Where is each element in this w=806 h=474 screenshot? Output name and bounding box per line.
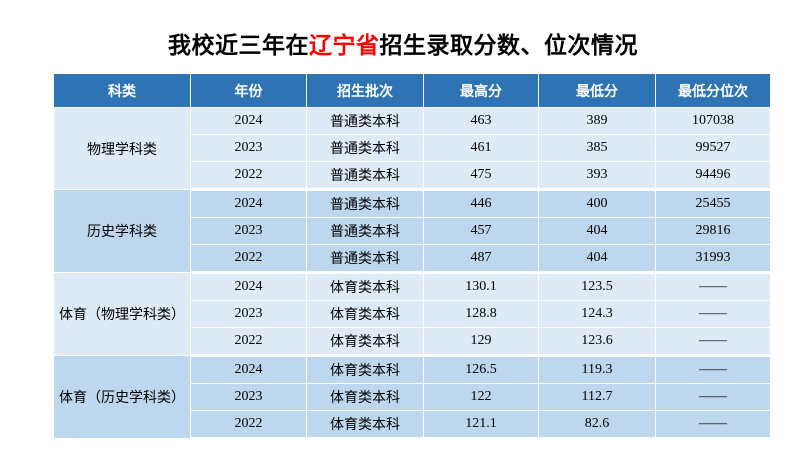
year-cell: 2022 <box>190 327 307 357</box>
batch-cell: 体育类本科 <box>306 327 424 357</box>
max-score-cell: 463 <box>423 107 539 135</box>
max-score-cell: 487 <box>423 244 539 274</box>
table-row: 2022 普通类本科 475 393 94496 <box>54 161 771 191</box>
min-rank-cell: 29816 <box>655 217 771 245</box>
batch-cell: 普通类本科 <box>306 107 424 135</box>
max-score-cell: 126.5 <box>423 355 539 384</box>
batch-cell: 体育类本科 <box>306 300 424 328</box>
table-row: 2022 普通类本科 487 404 31993 <box>54 244 771 274</box>
category-cell-pe-history: 体育（历史学科类） <box>53 355 191 439</box>
table-row: 2023 普通类本科 461 385 99527 <box>54 134 771 162</box>
max-score-cell: 475 <box>423 161 539 191</box>
table-row: 2023 体育类本科 122 112.7 —— <box>54 383 771 411</box>
category-cell-physics: 物理学科类 <box>53 107 191 190</box>
col-header-min-rank: 最低分位次 <box>655 73 771 108</box>
admission-score-table: 科类 年份 招生批次 最高分 最低分 最低分位次 物理学科类 2024 普通类本… <box>53 73 771 440</box>
year-cell: 2022 <box>190 161 307 191</box>
year-cell: 2023 <box>190 300 307 328</box>
min-rank-cell: —— <box>655 355 771 384</box>
batch-cell: 体育类本科 <box>306 410 424 440</box>
min-score-cell: 385 <box>538 134 656 162</box>
min-score-cell: 123.5 <box>538 272 656 301</box>
max-score-cell: 121.1 <box>423 410 539 440</box>
max-score-cell: 446 <box>423 189 539 218</box>
max-score-cell: 129 <box>423 327 539 357</box>
table-row: 体育（历史学科类） 2024 体育类本科 126.5 119.3 —— <box>53 355 771 439</box>
min-score-cell: 119.3 <box>538 355 656 384</box>
min-rank-cell: 94496 <box>655 161 771 191</box>
table-row: 2022 体育类本科 129 123.6 —— <box>54 327 771 357</box>
min-rank-cell: 107038 <box>655 107 771 135</box>
max-score-cell: 130.1 <box>423 272 539 301</box>
year-cell: 2024 <box>190 107 307 135</box>
year-cell: 2022 <box>190 410 307 440</box>
min-score-cell: 389 <box>538 107 656 135</box>
min-score-cell: 82.6 <box>538 410 656 440</box>
min-rank-cell: —— <box>655 410 771 440</box>
min-score-cell: 112.7 <box>538 383 656 411</box>
col-header-batch: 招生批次 <box>306 73 424 108</box>
batch-cell: 普通类本科 <box>306 189 424 218</box>
max-score-cell: 128.8 <box>423 300 539 328</box>
batch-cell: 普通类本科 <box>306 244 424 274</box>
min-score-cell: 123.6 <box>538 327 656 357</box>
max-score-cell: 457 <box>423 217 539 245</box>
table-row: 体育（物理学科类） 2024 体育类本科 130.1 123.5 —— <box>53 272 771 356</box>
min-rank-cell: 25455 <box>655 189 771 218</box>
year-cell: 2023 <box>190 383 307 411</box>
min-rank-cell: —— <box>655 272 771 301</box>
batch-cell: 普通类本科 <box>306 134 424 162</box>
page-title: 我校近三年在辽宁省招生录取分数、位次情况 <box>0 30 806 60</box>
year-cell: 2023 <box>190 217 307 245</box>
col-header-year: 年份 <box>190 73 307 108</box>
min-score-cell: 404 <box>538 217 656 245</box>
year-cell: 2024 <box>190 272 307 301</box>
min-score-cell: 393 <box>538 161 656 191</box>
batch-cell: 普通类本科 <box>306 161 424 191</box>
max-score-cell: 122 <box>423 383 539 411</box>
title-prefix: 我校近三年在 <box>168 32 309 58</box>
table-row: 2023 普通类本科 457 404 29816 <box>54 217 771 245</box>
min-rank-cell: —— <box>655 327 771 357</box>
category-cell-history: 历史学科类 <box>53 189 191 273</box>
year-cell: 2022 <box>190 244 307 274</box>
max-score-cell: 461 <box>423 134 539 162</box>
min-rank-cell: 99527 <box>655 134 771 162</box>
col-header-category: 科类 <box>53 73 191 108</box>
title-province-highlight: 辽宁省 <box>309 32 380 58</box>
category-cell-pe-physics: 体育（物理学科类） <box>53 272 191 356</box>
title-suffix: 招生录取分数、位次情况 <box>379 32 638 58</box>
min-rank-cell: —— <box>655 383 771 411</box>
year-cell: 2024 <box>190 355 307 384</box>
min-score-cell: 404 <box>538 244 656 274</box>
year-cell: 2023 <box>190 134 307 162</box>
table-row: 2023 体育类本科 128.8 124.3 —— <box>54 300 771 328</box>
min-rank-cell: 31993 <box>655 244 771 274</box>
min-score-cell: 124.3 <box>538 300 656 328</box>
table-row: 历史学科类 2024 普通类本科 446 400 25455 <box>53 189 771 273</box>
year-cell: 2024 <box>190 189 307 218</box>
batch-cell: 普通类本科 <box>306 217 424 245</box>
batch-cell: 体育类本科 <box>306 272 424 301</box>
table-row: 2022 体育类本科 121.1 82.6 —— <box>54 410 771 440</box>
table-row: 物理学科类 2024 普通类本科 463 389 107038 <box>53 107 771 190</box>
batch-cell: 体育类本科 <box>306 383 424 411</box>
header-row: 科类 年份 招生批次 最高分 最低分 最低分位次 <box>53 73 771 108</box>
min-score-cell: 400 <box>538 189 656 218</box>
batch-cell: 体育类本科 <box>306 355 424 384</box>
col-header-max-score: 最高分 <box>423 73 539 108</box>
min-rank-cell: —— <box>655 300 771 328</box>
col-header-min-score: 最低分 <box>538 73 656 108</box>
